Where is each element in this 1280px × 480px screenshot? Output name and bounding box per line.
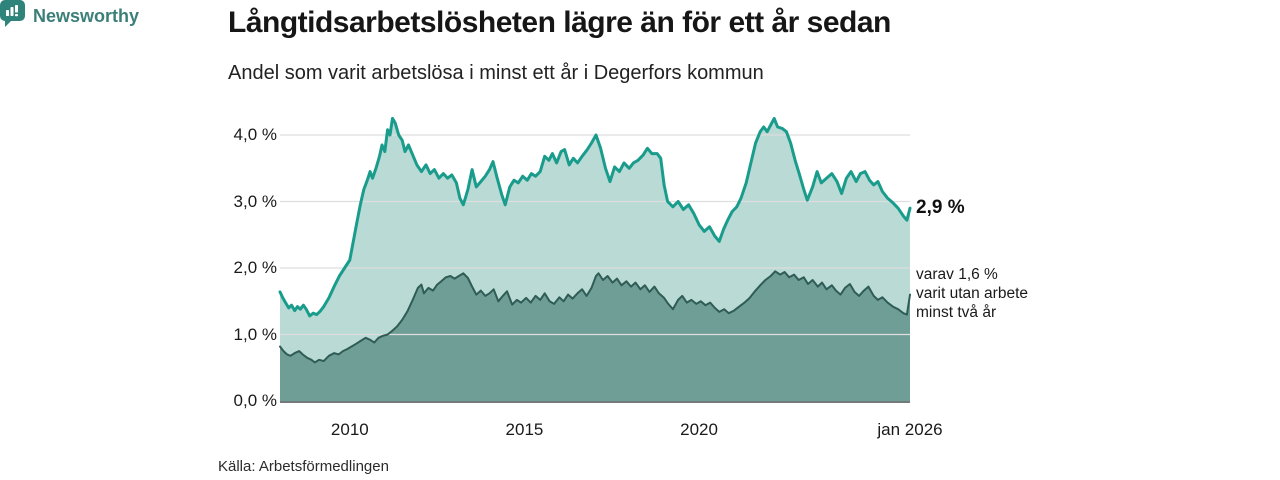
x-tick-label: 2010 — [330, 420, 369, 439]
latest-value-annotation: 2,9 % — [916, 197, 965, 218]
y-tick-label: 0,0 % — [233, 391, 277, 410]
y-tick-label: 1,0 % — [233, 324, 277, 344]
series-line — [279, 270, 911, 364]
newsworthy-logo-icon — [0, 0, 25, 32]
newsworthy-brand-label: Newsworthy — [33, 5, 140, 26]
x-tick-label: 2020 — [680, 420, 718, 439]
source-attribution: Källa: Arbetsförmedlingen — [218, 458, 389, 475]
x-tick-label: 2015 — [505, 420, 544, 439]
secondary-annotation-line2: varit utan arbete — [916, 285, 1029, 302]
secondary-value-annotation: varav 1,6 % varit utan arbete minst två … — [916, 265, 1066, 322]
page-title: Långtidsarbetslösheten lägre än för ett … — [228, 6, 891, 39]
secondary-annotation-line3: minst två år — [916, 304, 997, 321]
series-line — [278, 116, 912, 318]
y-tick-label: 4,0 % — [233, 125, 277, 144]
chart-subtitle: Andel som varit arbetslösa i minst ett å… — [228, 62, 764, 84]
newsworthy-brand[interactable]: Newsworthy — [0, 0, 1280, 32]
secondary-annotation-line1: varav 1,6 % — [916, 266, 998, 283]
series-area — [280, 271, 910, 401]
y-tick-label: 2,0 % — [233, 258, 277, 277]
y-tick-label: 3,0 % — [233, 191, 277, 211]
x-tick-label: jan 2026 — [877, 420, 943, 439]
